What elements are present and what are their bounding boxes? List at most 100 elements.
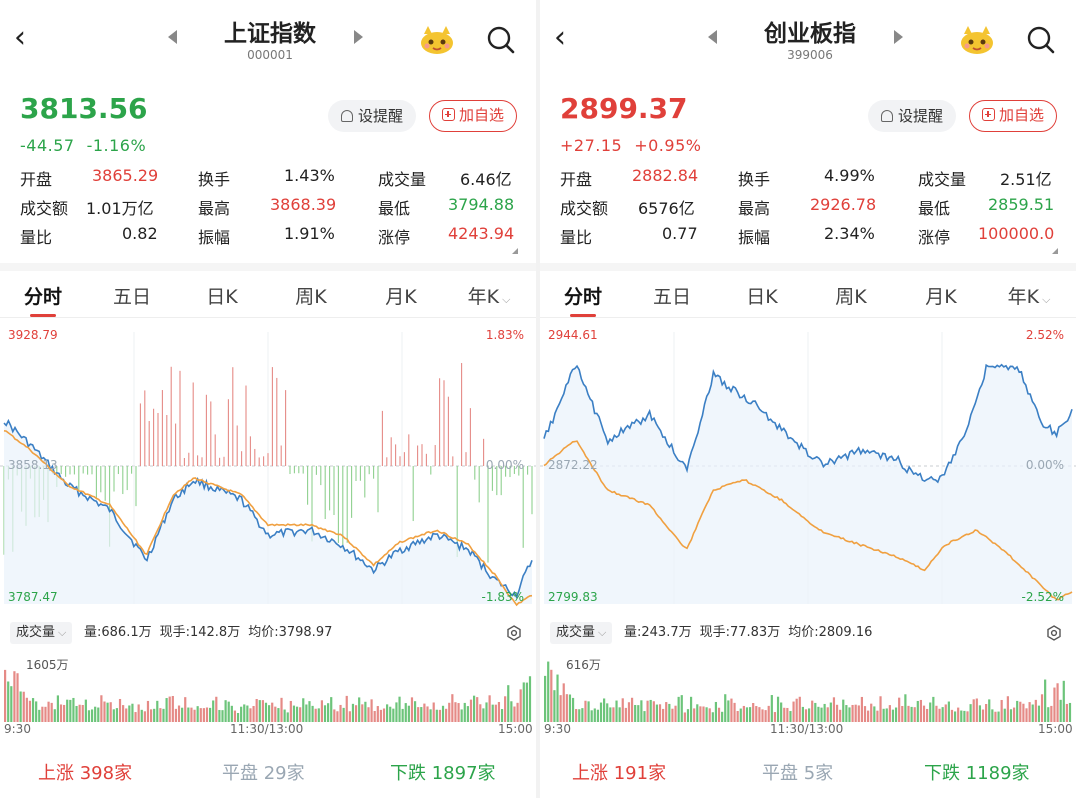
volume-bar [1050,705,1053,722]
tab-weekly-k[interactable]: 周K [835,286,867,308]
volume-bar [1053,687,1056,722]
set-alert-button[interactable]: 设提醒 [328,100,416,132]
tab-daily-k[interactable]: 日K [746,286,778,308]
volume-bar [649,699,652,722]
tab-intraday[interactable]: 分时 [548,282,618,317]
volume-bar [764,710,767,722]
volume-bar [860,696,863,722]
volume-bar [382,708,386,722]
add-watchlist-button[interactable]: 加自选 [429,100,517,132]
volume-bar [798,696,801,722]
volume-bar [584,700,587,722]
stat-label: 成交量 [378,170,427,189]
volume-selector[interactable]: 成交量 ⌵ [10,622,73,644]
volume-chart[interactable] [0,650,536,722]
volume-bar [568,694,572,722]
volume-bar [913,707,916,722]
stat-label: 开盘 [560,170,593,189]
intraday-chart-svg [0,332,536,607]
tab-monthly-k[interactable]: 月K [925,286,957,308]
expand-corner-icon[interactable] [512,248,518,254]
volume-bar [953,711,957,722]
volume-bar [1025,708,1028,722]
volume-bar [271,702,274,722]
volume-bar [299,707,302,722]
volume-bar [78,704,81,722]
prev-index-icon[interactable] [168,30,177,44]
settings-hex-icon[interactable] [1046,625,1062,641]
volume-bar [118,698,122,722]
back-icon[interactable]: ‹ [14,20,26,55]
volume-bar [445,708,448,722]
tab-intraday[interactable]: 分时 [8,282,78,317]
volume-bar [593,708,596,722]
volume-bar [876,710,879,722]
set-alert-button[interactable]: 设提醒 [868,100,956,132]
tab-yearly-k[interactable]: 年K ⌵ [994,282,1064,309]
volume-bar [47,701,50,722]
volume-bar [587,701,590,722]
chart-zero-percent: 0.00% [1025,458,1064,472]
tab-daily-k[interactable]: 日K [206,286,238,308]
market-breadth: 上涨 191家 平盘 5家 下跌 1189家 [540,755,1076,791]
volume-bar [184,697,187,722]
volume-bar [817,706,820,722]
volume-bar [972,699,975,722]
volume-bar [544,675,547,722]
volume-bar [13,671,16,722]
volume-selector[interactable]: 成交量 ⌵ [550,622,613,644]
stat-value: 2.34% [824,224,875,243]
volume-bar [112,709,115,722]
volume-bar [404,703,407,722]
search-icon[interactable] [1025,24,1057,56]
expand-corner-icon[interactable] [1052,248,1058,254]
breadth-flat-label: 平盘 [762,763,798,784]
chart-min-price: 2799.83 [548,590,598,604]
volume-chart[interactable] [540,650,1076,722]
stat-label: 最低 [918,199,951,218]
volume-bar [264,702,268,722]
volume-bar [671,708,674,722]
prev-index-icon[interactable] [708,30,717,44]
add-watchlist-button[interactable]: 加自选 [969,100,1057,132]
mascot-icon[interactable] [958,24,996,56]
next-index-icon[interactable] [894,30,903,44]
volume-bar [829,702,832,722]
mascot-icon[interactable] [418,24,456,56]
volume-bar [466,706,469,722]
volume-bar [947,701,950,722]
index-code: 399006 [787,48,833,62]
volume-bar [277,708,280,722]
price-change: -44.57 -1.16% [20,136,158,155]
volume-bar [783,707,786,722]
tab-five-day[interactable]: 五日 [112,286,151,308]
volume-bar [677,696,680,722]
volume-bar [22,691,25,722]
market-breadth: 上涨 398家 平盘 29家 下跌 1897家 [0,755,536,791]
search-icon[interactable] [485,24,517,56]
volume-bar [901,705,904,722]
intraday-chart[interactable]: 3928.79 1.83% 3858.13 0.00% 3787.47 -1.8… [0,320,536,616]
volume-bar [668,703,671,722]
volume-bar [773,712,777,722]
volume-bar [795,698,798,722]
settings-hex-icon[interactable] [506,625,522,641]
volume-bar [1034,699,1037,722]
back-icon[interactable]: ‹ [554,20,566,55]
intraday-chart[interactable]: 2944.61 2.52% 2872.22 0.00% 2799.83 -2.5… [540,320,1076,616]
volume-bar [820,707,823,722]
volume-bar [196,706,199,722]
volume-bar [252,706,255,722]
next-index-icon[interactable] [354,30,363,44]
tab-monthly-k[interactable]: 月K [385,286,417,308]
tab-five-day[interactable]: 五日 [652,286,691,308]
change-percent: -1.16% [86,136,147,155]
volume-bar [1022,703,1025,722]
stats-row: 量比 0.77 振幅 2.34% 涨停 100000.0 [560,224,1060,253]
volume-bar [1040,694,1044,722]
volume-bar [457,703,460,722]
panel-chinext: ‹ 创业板指 399006 2899.37 +27.15 +0.95% 设提醒 加… [540,0,1076,798]
tab-weekly-k[interactable]: 周K [295,286,327,308]
stats-row: 成交额 6576亿 最高 2926.78 最低 2859.51 [560,195,1060,224]
tab-yearly-k[interactable]: 年K ⌵ [454,282,524,309]
